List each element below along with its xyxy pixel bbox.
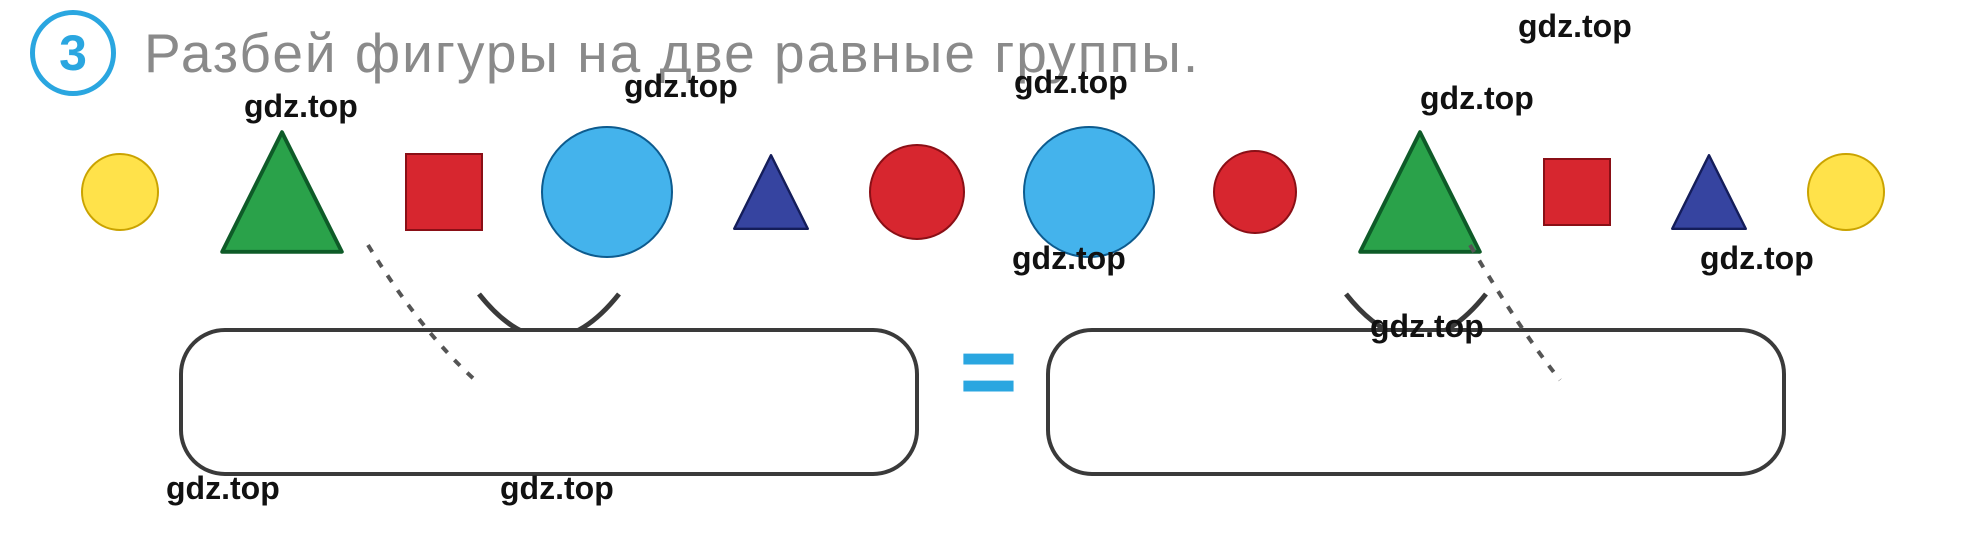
instruction-text: Разбей фигуры на две равные группы. bbox=[144, 21, 1200, 85]
figures-row bbox=[0, 96, 1965, 258]
bag-left-body bbox=[179, 328, 919, 476]
problem-number: 3 bbox=[59, 24, 87, 82]
shape-10-red-square bbox=[1543, 158, 1611, 226]
shape-8-red-circle bbox=[1213, 150, 1297, 234]
shape-9-green-triangle bbox=[1355, 127, 1485, 257]
shape-5-navy-triangle bbox=[731, 152, 811, 232]
shape-3-red-square bbox=[405, 153, 483, 231]
equals-sign: = bbox=[959, 322, 1005, 450]
problem-number-badge: 3 bbox=[30, 10, 116, 96]
bag-right bbox=[1046, 296, 1786, 476]
shape-11-navy-triangle bbox=[1669, 152, 1749, 232]
shape-12-yellow-circle bbox=[1807, 153, 1885, 231]
shape-1-yellow-circle bbox=[81, 153, 159, 231]
bag-right-body bbox=[1046, 328, 1786, 476]
shape-2-green-triangle bbox=[217, 127, 347, 257]
bag-left bbox=[179, 296, 919, 476]
shape-4-blue-circle bbox=[541, 126, 673, 258]
bags-row: = bbox=[0, 296, 1965, 476]
shape-6-red-circle bbox=[869, 144, 965, 240]
header-row: 3 Разбей фигуры на две равные группы. bbox=[0, 0, 1965, 96]
shape-7-blue-circle bbox=[1023, 126, 1155, 258]
